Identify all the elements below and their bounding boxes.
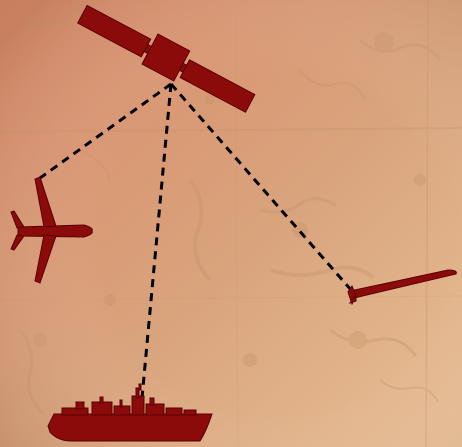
missile-icon [347,269,457,306]
link-lines [39,82,354,399]
link-satellite-missile [169,83,354,292]
link-satellite-ship [140,83,173,399]
airplane-icon [10,176,93,284]
satellite-icon [77,4,256,113]
warship-icon [47,383,213,442]
